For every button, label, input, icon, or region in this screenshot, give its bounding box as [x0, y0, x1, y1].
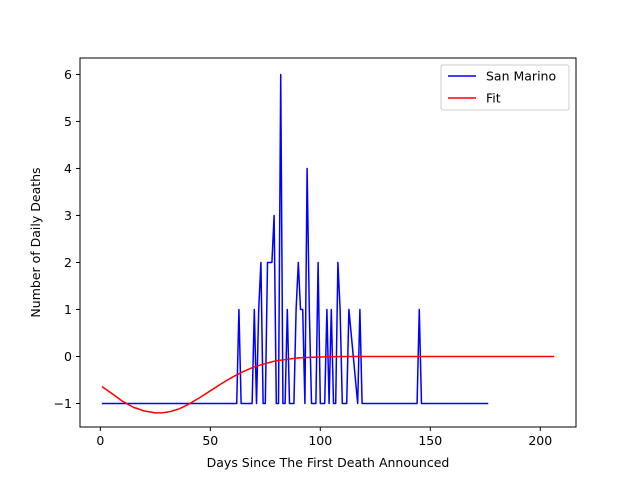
- x-axis-label: Days Since The First Death Announced: [207, 455, 450, 470]
- y-tick-label: 3: [64, 208, 72, 223]
- y-tick-label: −1: [54, 396, 72, 411]
- legend-label-san-marino: San Marino: [486, 69, 556, 84]
- y-axis: −1 0 1 2 3 4 5 6: [54, 67, 80, 411]
- x-axis: 0 50 100 150 200: [96, 427, 552, 448]
- series-layer: [101, 73, 555, 414]
- y-tick-label: 5: [64, 114, 72, 129]
- series-line-san-marino: [101, 73, 489, 405]
- x-tick-label: 50: [202, 433, 218, 448]
- y-axis-label: Number of Daily Deaths: [28, 167, 43, 317]
- axes-frame: [79, 57, 577, 428]
- series-line-fit: [101, 355, 555, 414]
- legend: San Marino Fit: [440, 64, 570, 111]
- y-tick-label: 4: [64, 161, 72, 176]
- y-tick-label: 2: [64, 255, 72, 270]
- y-tick-label: 0: [64, 349, 72, 364]
- x-tick-label: 100: [308, 433, 332, 448]
- y-tick-label: 1: [64, 302, 72, 317]
- y-tick-label: 6: [64, 67, 72, 82]
- x-tick-label: 0: [96, 433, 104, 448]
- x-tick-label: 200: [528, 433, 552, 448]
- plot-area: [79, 57, 577, 428]
- x-tick-label: 150: [418, 433, 442, 448]
- legend-label-fit: Fit: [486, 91, 501, 106]
